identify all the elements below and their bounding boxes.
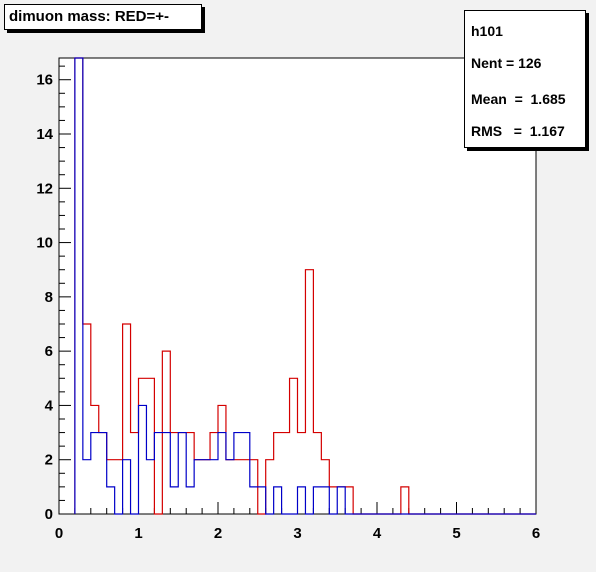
y-tick-label: 2 bbox=[45, 452, 53, 469]
x-tick-label: 4 bbox=[373, 525, 382, 542]
stats-rms: RMS = 1.167 bbox=[471, 123, 565, 139]
y-tick-label: 8 bbox=[45, 289, 53, 306]
y-tick-label: 4 bbox=[45, 397, 54, 414]
x-tick-label: 6 bbox=[532, 525, 540, 542]
series-layer bbox=[74, 57, 536, 515]
histogram-series-blue bbox=[74, 57, 536, 515]
stats-mean: Mean = 1.685 bbox=[471, 91, 566, 107]
x-tick-label: 5 bbox=[452, 525, 460, 542]
stats-box: h101 Nent = 126 Mean = 1.685 RMS = 1.167 bbox=[464, 10, 586, 148]
x-tick-label: 2 bbox=[214, 525, 222, 542]
chart-title: dimuon mass: RED=+- bbox=[4, 4, 202, 30]
y-tick-label: 0 bbox=[45, 506, 53, 523]
x-tick-label: 1 bbox=[134, 525, 142, 542]
y-tick-label: 6 bbox=[45, 343, 53, 360]
x-tick-label: 3 bbox=[293, 525, 301, 542]
y-tick-label: 16 bbox=[36, 72, 53, 89]
x-tick-label: 0 bbox=[55, 525, 63, 542]
y-tick-label: 10 bbox=[36, 235, 53, 252]
y-tick-label: 12 bbox=[36, 180, 53, 197]
y-tick-label: 14 bbox=[36, 126, 53, 143]
stats-entries: Nent = 126 bbox=[471, 55, 542, 71]
stats-name: h101 bbox=[471, 23, 503, 39]
